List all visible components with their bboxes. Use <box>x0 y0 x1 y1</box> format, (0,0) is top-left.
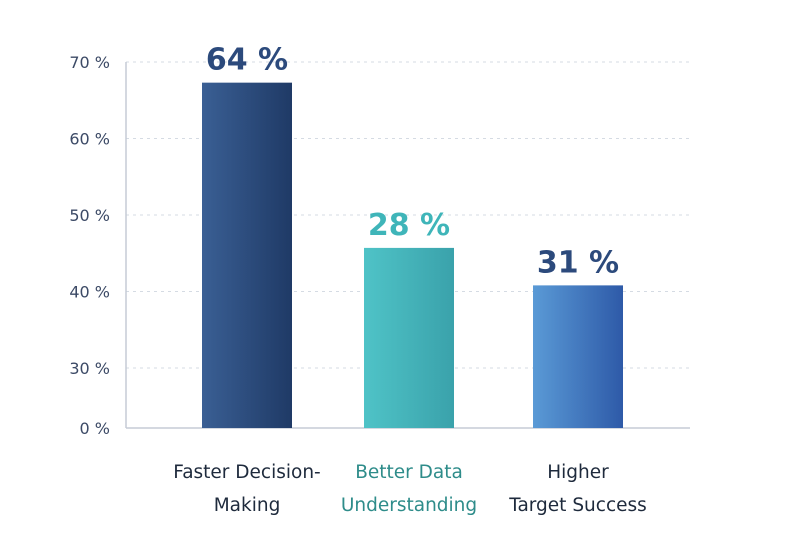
bar <box>364 247 454 428</box>
data-labels: 64 % 28 % 31 % <box>206 43 619 281</box>
y-tick-label: 70 % <box>69 53 110 72</box>
y-tick-label: 0 % <box>80 419 110 438</box>
bar <box>202 82 292 428</box>
y-tick-label: 40 % <box>69 283 110 302</box>
y-tick-label: 60 % <box>69 130 110 149</box>
category-label: Higher <box>547 462 609 483</box>
category-labels: Faster Decision- Making Better Data Underst… <box>173 462 647 516</box>
category-label: Understanding <box>341 495 477 516</box>
data-label: 64 % <box>206 43 288 78</box>
y-tick-label: 30 % <box>69 359 110 378</box>
category-label: Target Success <box>508 495 647 516</box>
category-label: Faster Decision- <box>173 462 320 483</box>
bars <box>202 82 623 428</box>
category-label: Making <box>214 495 281 516</box>
data-label: 31 % <box>537 245 619 280</box>
y-tick-labels: 0 % 30 % 40 % 50 % 60 % 70 % <box>69 53 110 438</box>
category-label: Better Data <box>355 462 463 483</box>
y-tick-label: 50 % <box>69 206 110 225</box>
bar <box>533 285 623 428</box>
data-label: 28 % <box>368 208 450 243</box>
